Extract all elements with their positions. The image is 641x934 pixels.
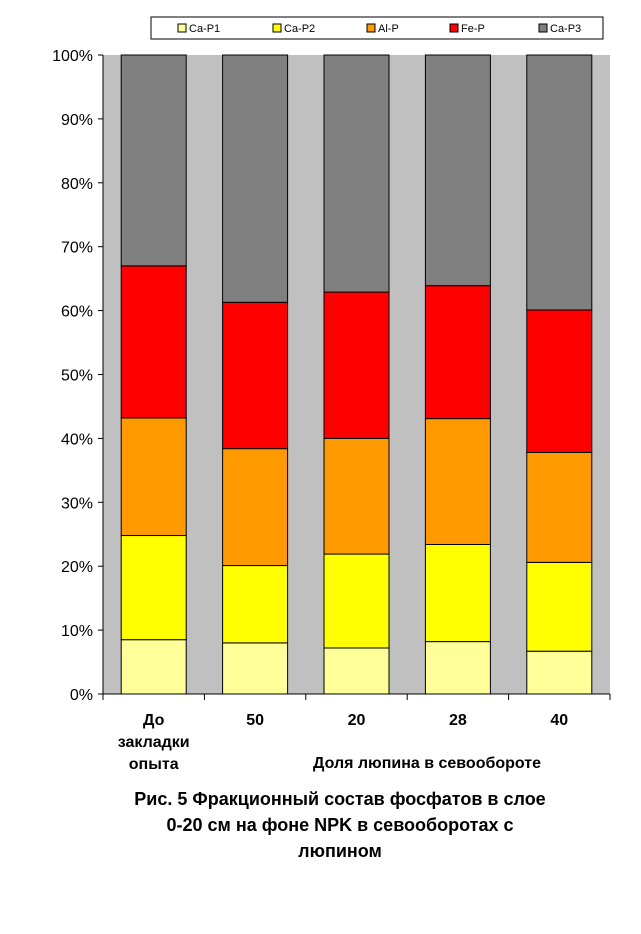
bar-segment-ca-p3 <box>424 54 491 287</box>
bar-segment-al-p <box>526 451 593 563</box>
bar-segment-ca-p3 <box>526 54 593 311</box>
legend-box <box>150 16 604 40</box>
x-tick-label: 50 <box>246 712 264 729</box>
caption-line-2: 0-20 см на фоне NPK в севооборотах с <box>166 815 514 835</box>
y-tick-label: 70% <box>61 240 93 257</box>
bar-segment-ca-p3 <box>120 54 187 267</box>
bar-segment-ca-p1 <box>424 641 491 695</box>
bar-segment-al-p <box>424 418 491 545</box>
y-tick-label: 0% <box>70 687 93 704</box>
bar-segment-ca-p3 <box>323 54 390 293</box>
legend-label-ca-p3: Ca-P3 <box>550 23 581 35</box>
y-tick-label: 90% <box>61 112 93 129</box>
bar-segment-al-p <box>222 448 289 567</box>
legend-label-fe-p: Fe-P <box>461 23 485 35</box>
bar-segment-ca-p2 <box>323 553 390 649</box>
legend-label-ca-p2: Ca-P2 <box>284 23 315 35</box>
bar-segment-ca-p2 <box>222 565 289 644</box>
legend-swatch-al-p <box>366 23 376 33</box>
y-tick-label: 80% <box>61 176 93 193</box>
bar-segment-al-p <box>323 437 390 555</box>
bar-segment-fe-p <box>323 291 390 439</box>
bar-segment-fe-p <box>424 285 491 420</box>
y-tick-label: 100% <box>52 48 93 65</box>
legend-swatch-ca-p2 <box>272 23 282 33</box>
x-tick-label: 28 <box>449 712 467 729</box>
x-tick-label: 20 <box>348 712 366 729</box>
bar-segment-ca-p1 <box>526 650 593 695</box>
y-tick-label: 20% <box>61 559 93 576</box>
bar-segment-ca-p1 <box>120 639 187 695</box>
x-tick-label: закладки <box>118 734 190 751</box>
x-tick-label: опыта <box>129 756 179 773</box>
bar-segment-al-p <box>120 417 187 537</box>
legend-swatch-ca-p1 <box>177 23 187 33</box>
x-tick-label: До <box>143 712 165 729</box>
legend-swatch-fe-p <box>449 23 459 33</box>
y-tick-label: 30% <box>61 495 93 512</box>
x-axis-label: Доля люпина в севообороте <box>313 755 541 772</box>
legend-label-al-p: Al-P <box>378 23 399 35</box>
figure-caption: Рис. 5 Фракционный состав фосфатов в сло… <box>60 786 620 864</box>
bar-segment-fe-p <box>526 309 593 453</box>
bar-segment-fe-p <box>120 265 187 419</box>
caption-line-3: люпином <box>298 841 382 861</box>
y-tick-label: 10% <box>61 623 93 640</box>
bar-segment-ca-p1 <box>222 642 289 695</box>
y-tick-label: 40% <box>61 431 93 448</box>
legend-label-ca-p1: Ca-P1 <box>189 23 220 35</box>
y-tick-label: 60% <box>61 304 93 321</box>
legend-swatch-ca-p3 <box>538 23 548 33</box>
x-tick-label: 40 <box>550 712 568 729</box>
bar-segment-ca-p2 <box>120 535 187 641</box>
bar-segment-ca-p2 <box>424 543 491 643</box>
y-tick-label: 50% <box>61 368 93 385</box>
bar-segment-ca-p3 <box>222 54 289 303</box>
bar-segment-ca-p1 <box>323 647 390 695</box>
bar-segment-ca-p2 <box>526 561 593 652</box>
caption-line-1: Рис. 5 Фракционный состав фосфатов в сло… <box>134 789 546 809</box>
bar-segment-fe-p <box>222 301 289 450</box>
